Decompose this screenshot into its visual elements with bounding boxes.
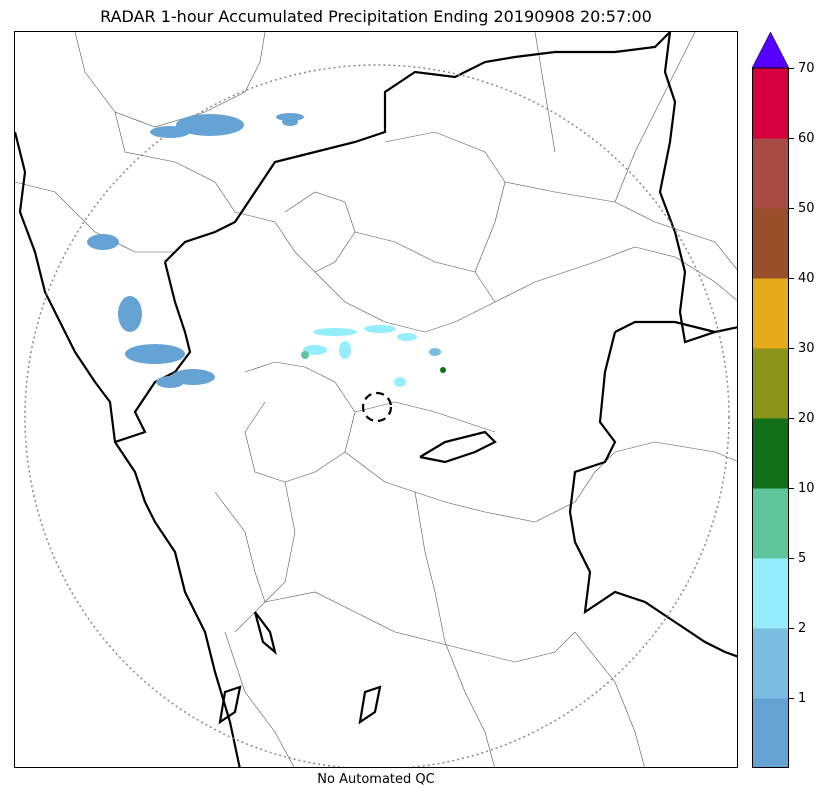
radar-range-ring [24, 64, 730, 767]
colorbar-tick [789, 68, 794, 69]
precip-cell [429, 348, 441, 356]
precip-cell [176, 114, 244, 136]
colorbar-bin [752, 68, 789, 139]
map-title: RADAR 1-hour Accumulated Precipitation E… [100, 7, 652, 26]
precip-cell [150, 126, 190, 138]
colorbar-tick [789, 628, 794, 629]
colorbar-extend-triangle [752, 32, 789, 69]
colorbar-tick-label: 70 [798, 61, 815, 76]
colorbar-bin [752, 558, 789, 629]
colorbar-tick-label: 30 [798, 341, 815, 356]
precip-cell [118, 296, 142, 332]
colorbar-tick [789, 418, 794, 419]
colorbar-tick-label: 40 [798, 271, 815, 286]
qc-note: No Automated QC [317, 772, 435, 787]
precip-cell [87, 234, 119, 250]
precip-cell [397, 333, 417, 341]
precip-cell [282, 118, 298, 126]
district-boundaries [15, 32, 737, 767]
radar-site-marker [361, 391, 393, 423]
colorbar-bin [752, 278, 789, 349]
colorbar-tick [789, 208, 794, 209]
colorbar-tick-label: 50 [798, 201, 815, 216]
colorbar [752, 32, 789, 768]
precip-cell [313, 328, 357, 336]
precip-cell [440, 367, 446, 373]
state-boundaries [15, 32, 737, 767]
colorbar-bin [752, 418, 789, 489]
colorbar-tick-label: 20 [798, 411, 815, 426]
colorbar-bin [752, 488, 789, 559]
colorbar-tick-label: 2 [798, 621, 807, 636]
colorbar-bin [752, 698, 789, 768]
precip-cell [156, 376, 184, 388]
precip-cell [125, 344, 185, 364]
colorbar-tick [789, 698, 794, 699]
precip-cell [276, 113, 304, 121]
precipitation-echoes [87, 113, 446, 388]
colorbar-tick-label: 60 [798, 131, 815, 146]
colorbar-tick-label: 1 [798, 691, 807, 706]
colorbar-tick [789, 348, 794, 349]
precip-cell [339, 341, 351, 359]
colorbar-tick [789, 138, 794, 139]
precip-cell [364, 325, 396, 333]
colorbar-tick-label: 10 [798, 481, 815, 496]
colorbar-tick [789, 488, 794, 489]
precip-cell [301, 351, 309, 359]
radar-map [14, 31, 738, 768]
colorbar-bin [752, 138, 789, 209]
colorbar-bin [752, 348, 789, 419]
colorbar-tick [789, 558, 794, 559]
precip-cell [394, 377, 406, 387]
colorbar-bin [752, 628, 789, 699]
colorbar-bins [752, 68, 789, 768]
colorbar-tick [789, 278, 794, 279]
colorbar-bin [752, 208, 789, 279]
precip-cell [303, 345, 327, 355]
colorbar-tick-label: 5 [798, 551, 807, 566]
